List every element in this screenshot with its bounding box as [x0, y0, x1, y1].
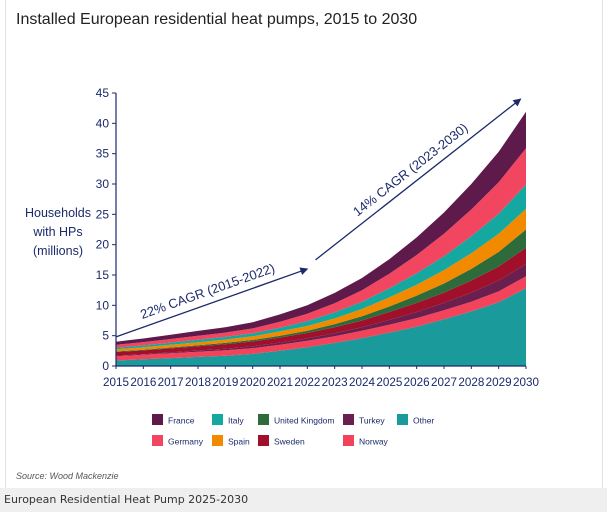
x-tick-label: 2024: [349, 375, 375, 389]
y-axis-label-line: (millions): [33, 244, 83, 258]
legend-swatch: [152, 435, 163, 446]
y-tick-label: 15: [96, 268, 110, 282]
legend-label: France: [168, 416, 195, 426]
y-tick-label: 35: [96, 147, 110, 161]
area-italy: [116, 184, 526, 350]
area-sweden: [116, 247, 526, 356]
y-tick-label: 25: [96, 207, 110, 221]
legend-swatch: [343, 435, 354, 446]
x-tick-label: 2025: [376, 375, 402, 389]
figure-caption: European Residential Heat Pump 2025-2030: [4, 493, 249, 506]
legend-swatch: [212, 414, 223, 425]
x-tick-label: 2023: [322, 375, 348, 389]
legend-label: Sweden: [274, 437, 305, 447]
x-tick-label: 2029: [486, 375, 512, 389]
chart-title: Installed European residential heat pump…: [16, 11, 418, 28]
cagr-label: 22% CAGR (2015-2022): [138, 260, 276, 322]
legend-label: Turkey: [359, 416, 385, 426]
legend-swatch: [397, 414, 408, 425]
cagr-arrow: [115, 267, 309, 338]
cagr-arrow: [315, 98, 522, 261]
area-france: [116, 111, 526, 345]
y-axis-label-line: with HPs: [32, 225, 82, 239]
caption-bar: European Residential Heat Pump 2025-2030: [0, 488, 607, 512]
x-tick-label: 2016: [130, 375, 156, 389]
area-layers: [116, 111, 526, 366]
legend-label: Other: [413, 416, 434, 426]
legend-label: Italy: [228, 416, 244, 426]
area-other: [116, 288, 526, 366]
legend-swatch: [258, 414, 269, 425]
legend-swatch: [152, 414, 163, 425]
x-tick-label: 2019: [212, 375, 238, 389]
y-tick-label: 5: [102, 329, 109, 343]
x-tick-label: 2017: [158, 375, 184, 389]
y-tick-labels: 0 5 10 15 20 25 30 35 40 45: [96, 86, 110, 373]
x-tick-label: 2015: [103, 375, 129, 389]
y-axis-label: Households with HPs (millions): [25, 206, 91, 258]
x-tick-label: 2027: [431, 375, 457, 389]
legend: France Italy United Kingdom Turkey Other Germ…: [152, 414, 434, 447]
area-turkey: [116, 264, 526, 357]
legend-label: Norway: [359, 437, 389, 447]
y-tick-label: 30: [96, 177, 110, 191]
area-united-kingdom: [116, 229, 526, 352]
x-tick-label: 2028: [458, 375, 484, 389]
legend-swatch: [343, 414, 354, 425]
y-tick-label: 0: [102, 359, 109, 373]
x-tick-label: 2021: [267, 375, 293, 389]
axes: [112, 92, 527, 369]
area-germany: [116, 148, 526, 348]
y-tick-label: 40: [96, 116, 110, 130]
y-tick-label: 10: [96, 298, 110, 312]
x-tick-label: 2026: [404, 375, 430, 389]
x-tick-label: 2022: [294, 375, 320, 389]
legend-label: United Kingdom: [274, 416, 334, 426]
y-tick-label: 45: [96, 86, 110, 100]
y-tick-label: 20: [96, 238, 110, 252]
legend-swatch: [258, 435, 269, 446]
x-tick-label: 2020: [240, 375, 266, 389]
x-tick-labels: 2015 2016 2017 2018 2019 2020 2021 2022 2023 2024…: [103, 375, 539, 389]
x-tick-label: 2030: [513, 375, 539, 389]
area-norway: [116, 276, 526, 361]
source-note: Source: Wood Mackenzie: [16, 471, 119, 481]
legend-label: Spain: [228, 437, 250, 447]
legend-label: Germany: [168, 437, 204, 447]
area-spain: [116, 208, 526, 352]
legend-swatch: [212, 435, 223, 446]
y-axis-label-line: Households: [25, 206, 91, 220]
x-tick-label: 2018: [185, 375, 211, 389]
